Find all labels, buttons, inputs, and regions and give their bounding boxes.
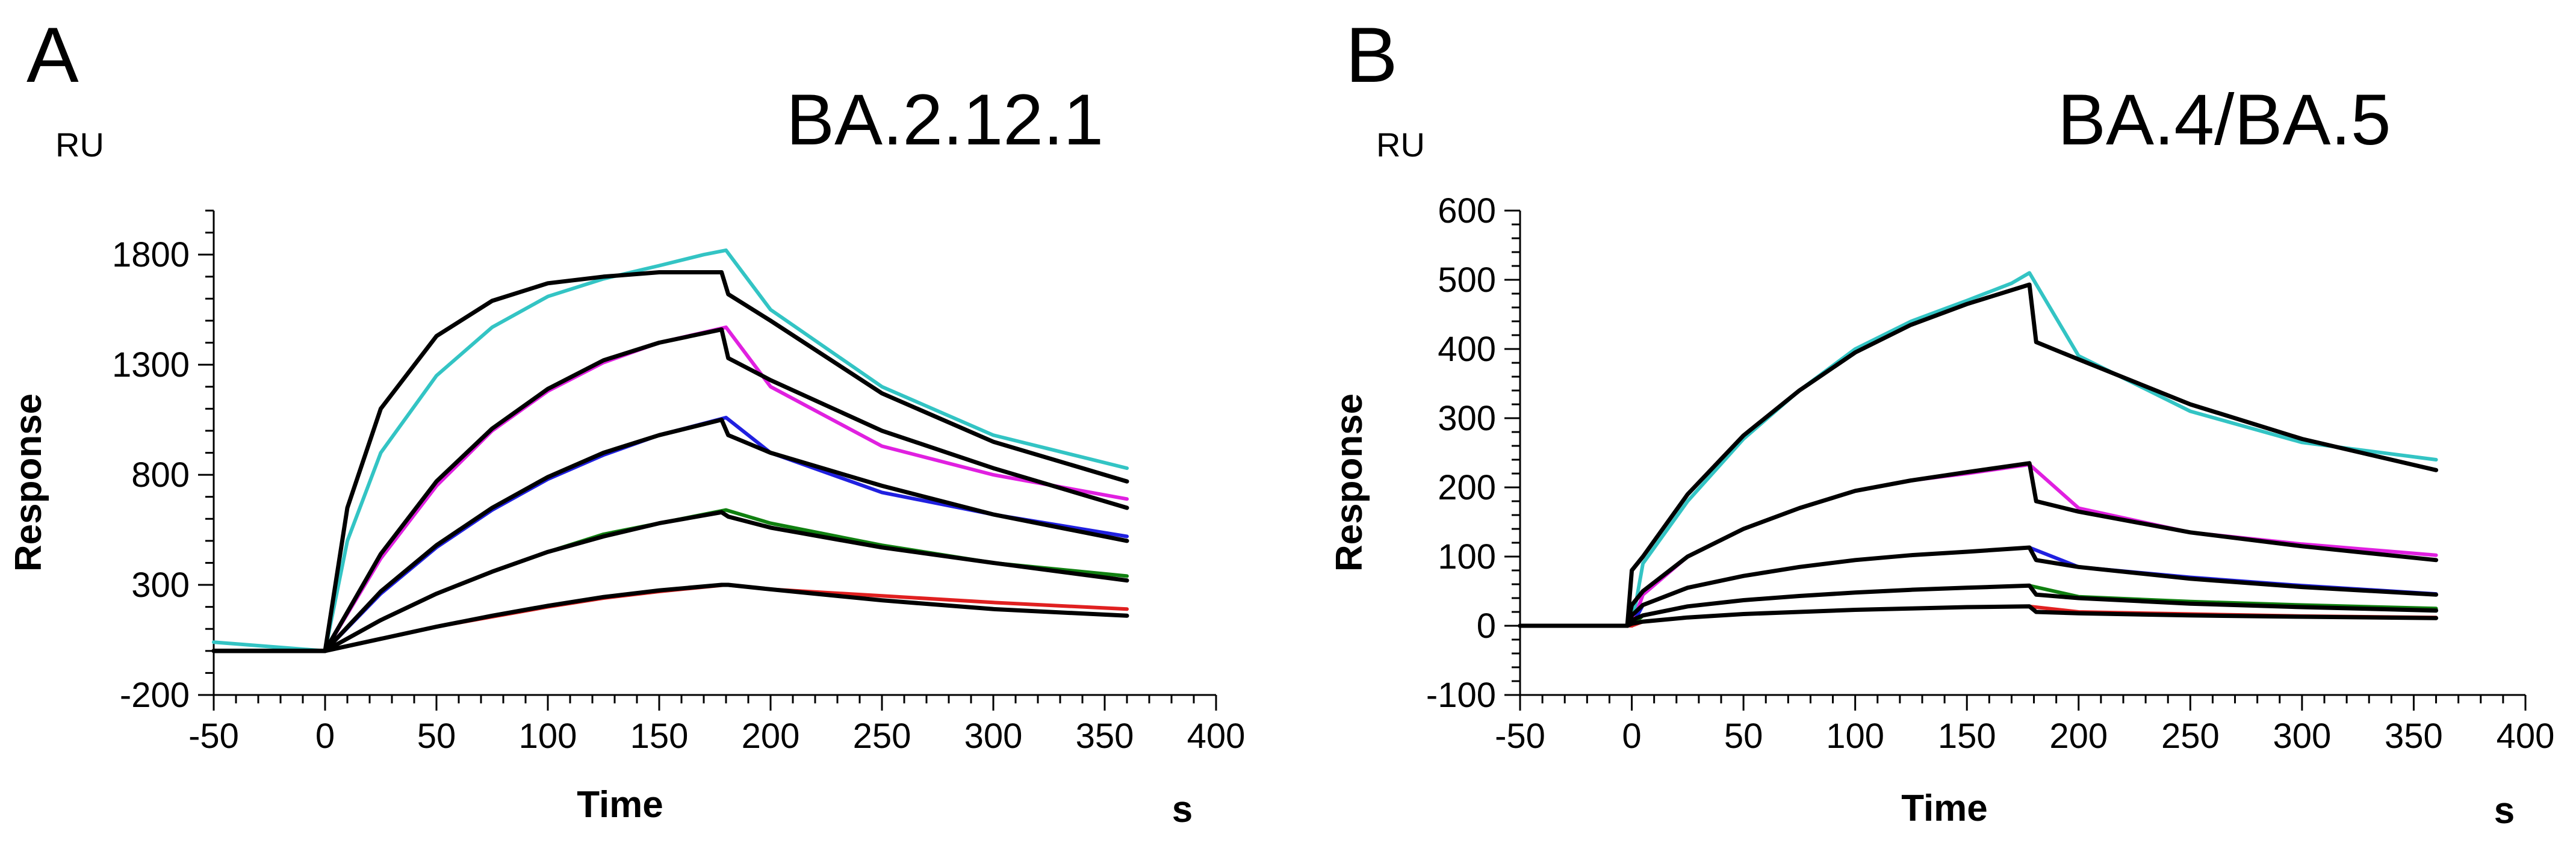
y-tick-label: 1800 xyxy=(112,235,190,274)
x-tick-label: 400 xyxy=(1187,717,1246,756)
y-tick-label: 400 xyxy=(1438,330,1496,369)
x-tick-label: 200 xyxy=(2049,717,2108,756)
x-tick-label: 400 xyxy=(2497,717,2555,756)
y-unit-a: RU xyxy=(55,126,104,164)
x-tick-label: 150 xyxy=(630,717,689,756)
x-tick-label: 50 xyxy=(417,717,456,756)
fit-curve-b-9 xyxy=(1518,604,2439,628)
y-axis-title-b: Response xyxy=(1329,394,1370,572)
x-tick-label: 0 xyxy=(315,717,335,756)
y-axis-title-a: Response xyxy=(8,394,49,572)
fit-curve-a-7 xyxy=(211,418,1129,653)
x-tick-label: 300 xyxy=(2273,717,2331,756)
y-tick-label: 100 xyxy=(1438,537,1496,576)
x-unit-b: s xyxy=(2494,790,2515,832)
x-tick-label: 350 xyxy=(2385,717,2443,756)
x-axis-title-a: Time xyxy=(577,784,663,826)
y-tick-label: 300 xyxy=(131,566,190,605)
sensorgram-curve-a-4 xyxy=(212,583,1129,653)
axes-a: -50 0 50 100 150 200 250 300 350 400 -200 300 800 130… xyxy=(112,209,1246,756)
fit-curve-a-9 xyxy=(211,582,1129,653)
x-tick-label: 250 xyxy=(2161,717,2220,756)
y-tick-label: 300 xyxy=(1438,399,1496,438)
fit-curve-b-8 xyxy=(1518,583,2439,628)
x-tick-label: 150 xyxy=(1938,717,1996,756)
x-axis-title-b: Time xyxy=(1901,788,1988,829)
x-tick-label: 200 xyxy=(742,717,800,756)
sensorgram-curve-b-0 xyxy=(1518,271,2438,628)
y-tick-label: 200 xyxy=(1438,468,1496,507)
sensorgram-curve-a-0 xyxy=(212,248,1129,653)
series-layer-a xyxy=(211,248,1129,653)
x-tick-label: 100 xyxy=(519,717,577,756)
y-tick-label: 0 xyxy=(1477,607,1496,646)
x-tick-label: 300 xyxy=(964,717,1023,756)
panel-a: A BA.2.12.1 RU Response Time s -50 0 50 100… xyxy=(8,11,1245,830)
y-tick-label: 800 xyxy=(131,455,190,495)
y-tick-label: -200 xyxy=(120,676,190,715)
fit-curve-b-7 xyxy=(1518,545,2439,628)
x-tick-label: -50 xyxy=(188,717,239,756)
y-unit-b: RU xyxy=(1376,126,1425,164)
x-tick-label: 250 xyxy=(853,717,911,756)
panel-letter-a: A xyxy=(26,11,79,99)
panel-letter-b: B xyxy=(1345,11,1398,99)
chart-title-b: BA.4/BA.5 xyxy=(2058,79,2391,160)
x-tick-label: -50 xyxy=(1495,717,1545,756)
fit-curve-b-5 xyxy=(1518,282,2439,628)
y-tick-label: 500 xyxy=(1438,261,1496,300)
x-tick-label: 50 xyxy=(1724,717,1763,756)
fit-curve-a-5 xyxy=(211,270,1129,653)
x-unit-a: s xyxy=(1172,789,1193,830)
panel-b: B BA.4/BA.5 RU Response Time s -50 0 50 100… xyxy=(1329,11,2554,832)
fit-curve-a-8 xyxy=(211,510,1129,653)
y-tick-label: -100 xyxy=(1426,676,1496,715)
y-tick-label: 600 xyxy=(1438,191,1496,230)
x-tick-label: 0 xyxy=(1622,717,1641,756)
y-tick-label: 1300 xyxy=(112,345,190,384)
x-tick-label: 350 xyxy=(1076,717,1134,756)
fit-curve-b-6 xyxy=(1518,461,2439,628)
chart-title-a: BA.2.12.1 xyxy=(786,79,1103,160)
x-tick-label: 100 xyxy=(1826,717,1884,756)
series-layer-b xyxy=(1518,271,2439,628)
axes-b: -50 0 50 100 150 200 250 300 350 400 -100 0 100 200 30… xyxy=(1426,191,2554,756)
fit-curve-a-6 xyxy=(211,327,1129,653)
